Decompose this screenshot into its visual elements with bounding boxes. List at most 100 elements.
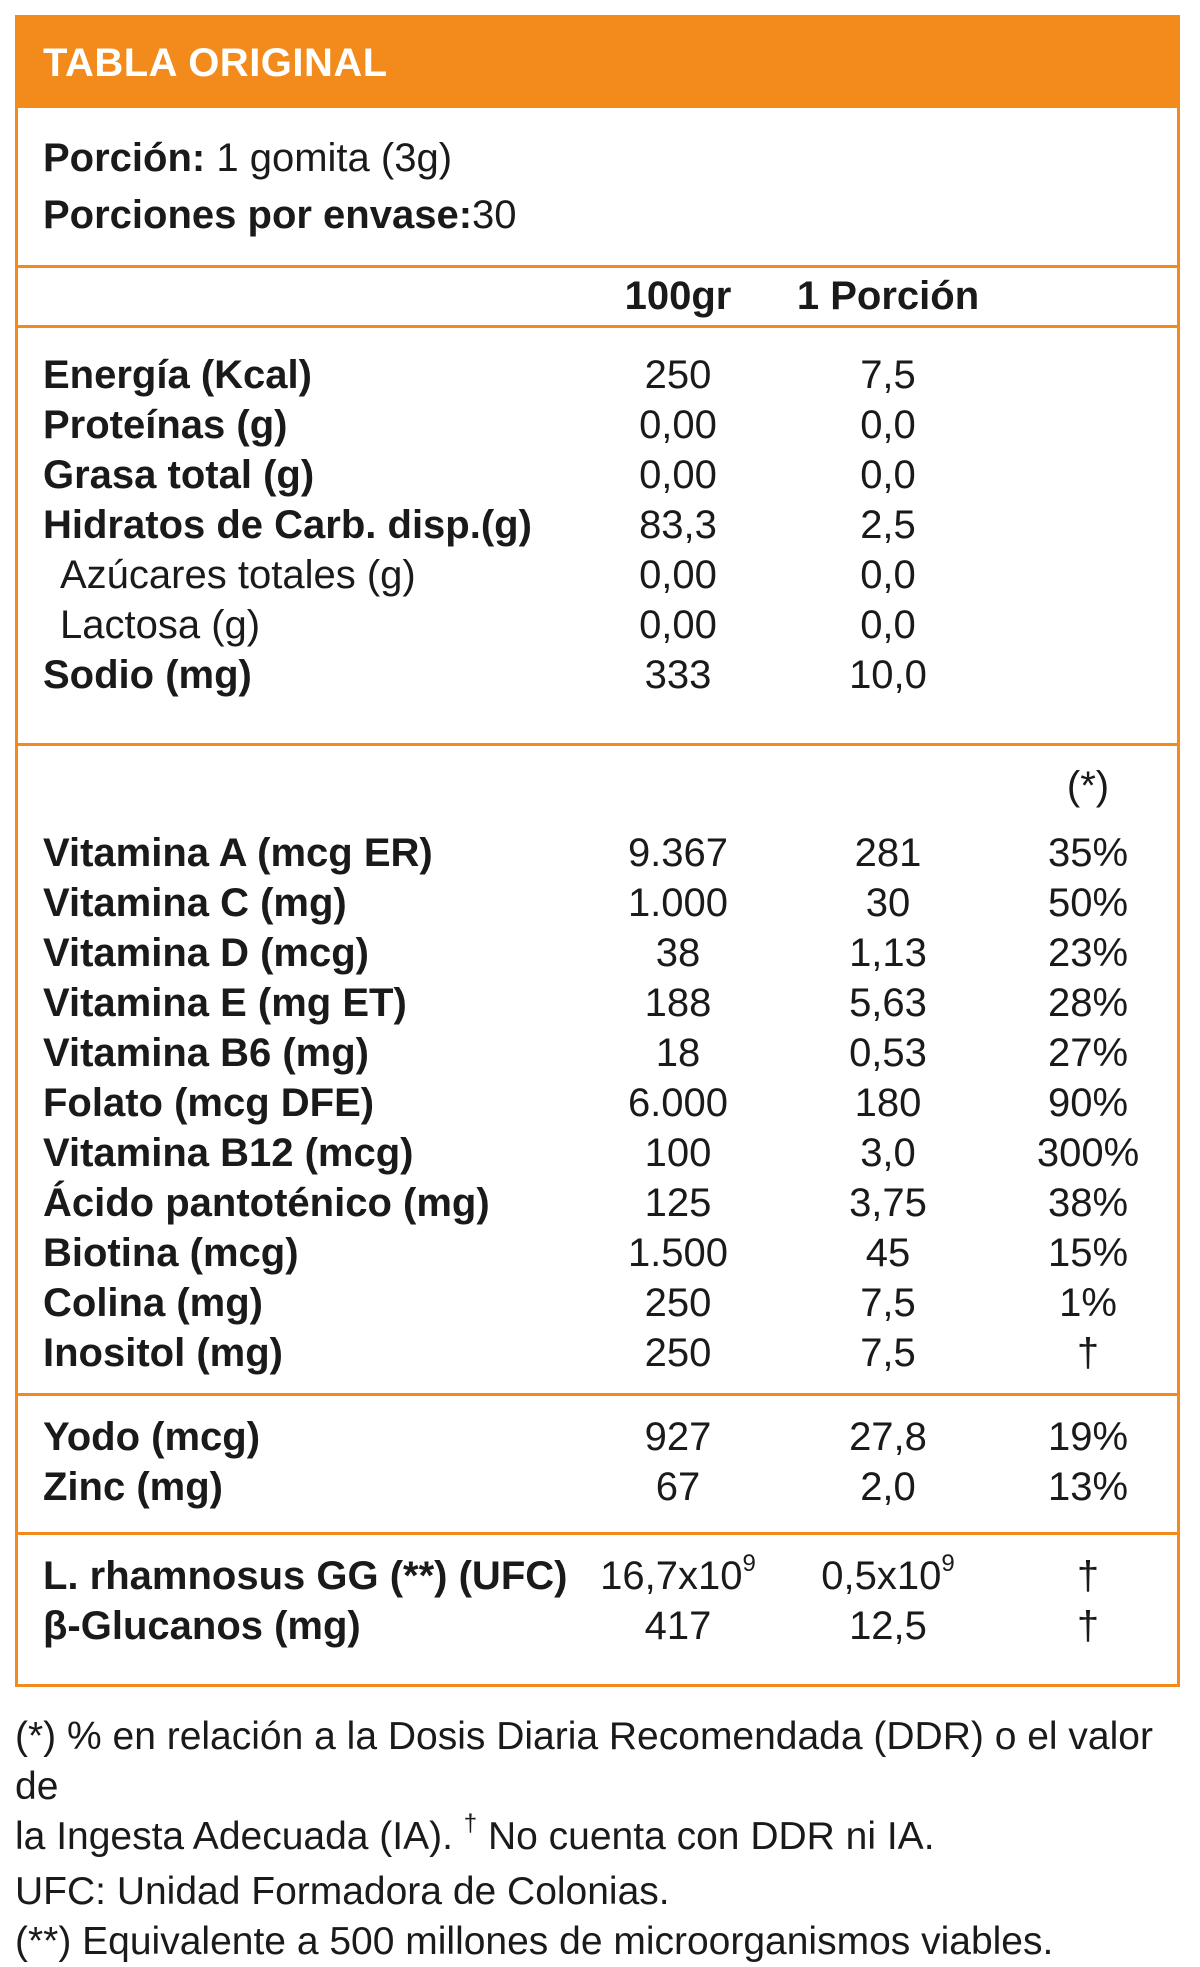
footnote-ddr-line2-text: la Ingesta Adecuada (IA). [15, 1815, 464, 1858]
value-portion: 1,13 [849, 931, 927, 975]
value-100gr: 333 [644, 653, 712, 697]
dagger-mark: † [463, 1810, 478, 1837]
value-portion: 2,0 [860, 1465, 916, 1509]
nutrient-name: Folato (mcg DFE) [43, 1081, 375, 1125]
column-header-100gr: 100gr [624, 274, 732, 318]
value-ddr: † [1076, 1331, 1100, 1375]
value-portion: 0,53 [849, 1031, 927, 1075]
value-100gr: 417 [644, 1604, 712, 1648]
per-pack-label: Porciones por envase: [43, 193, 473, 237]
nutrient-name: Zinc (mg) [43, 1465, 223, 1509]
value-100gr-base: 16,7x10 [600, 1554, 743, 1598]
footnote-ufc: UFC: Unidad Formadora de Colonias. [15, 1870, 670, 1913]
value-portion: 0,0 [860, 603, 916, 647]
value-100gr-exponent: 9 [742, 1549, 756, 1577]
nutrient-row: Inositol (mg) 250 7,5 † [18, 1328, 1177, 1378]
value-portion: 7,5 [860, 353, 916, 397]
value-ddr: 1% [1059, 1281, 1117, 1325]
nutrient-row: Yodo (mcg) 927 27,8 19% [18, 1412, 1177, 1462]
table-title: TABLA ORIGINAL [18, 18, 1177, 108]
vitamins-section: (*) Vitamina A (mcg ER) 9.367 281 35% Vitami… [18, 743, 1177, 1393]
nutrient-name: Azúcares totales (g) [60, 553, 416, 597]
value-ddr: 300% [1036, 1131, 1140, 1175]
nutrient-row: Vitamina D (mcg) 38 1,13 23% [18, 928, 1177, 978]
value-ddr: 38% [1047, 1181, 1129, 1225]
nutrient-row: Folato (mcg DFE) 6.000 180 90% [18, 1078, 1177, 1128]
macros-section: Energía (Kcal) 250 7,5 Proteínas (g) 0,00 0,0… [18, 325, 1177, 743]
nutrient-name: β-Glucanos (mg) [43, 1604, 361, 1648]
value-portion: 10,0 [849, 653, 927, 697]
value-ddr: † [1076, 1604, 1100, 1648]
value-100gr: 100 [644, 1131, 712, 1175]
value-portion: 27,8 [849, 1415, 927, 1459]
value-portion: 3,75 [849, 1181, 927, 1225]
nutrient-row: Vitamina C (mg) 1.000 30 50% [18, 878, 1177, 928]
nutrient-row: Vitamina B12 (mcg) 100 3,0 300% [18, 1128, 1177, 1178]
nutrient-name: Vitamina D (mcg) [43, 931, 369, 975]
value-portion: 7,5 [860, 1331, 916, 1375]
value-100gr: 125 [644, 1181, 712, 1225]
nutrient-row: Azúcares totales (g) 0,00 0,0 [18, 550, 1177, 600]
value-portion: 281 [854, 831, 922, 875]
ddr-mark: (*) [1066, 764, 1110, 808]
nutrient-row: Colina (mg) 250 7,5 1% [18, 1278, 1177, 1328]
value-ddr: 90% [1047, 1081, 1129, 1125]
value-ddr: † [1076, 1554, 1100, 1598]
footnote-ddr-line2: la Ingesta Adecuada (IA). † No cuenta co… [15, 1812, 1190, 1862]
nutrient-name: Proteínas (g) [43, 403, 288, 447]
nutrient-name: Vitamina C (mg) [43, 881, 347, 925]
value-portion: 180 [854, 1081, 922, 1125]
nutrient-name: Ácido pantoténico (mg) [43, 1181, 490, 1225]
serving-info: Porción: 1 gomita (3g) Porciones por env… [18, 108, 1177, 265]
footnote-probiotic: (**) Equivalente a 500 millones de micro… [15, 1920, 1054, 1963]
nutrient-row: L. rhamnosus GG (**) (UFC) 16,7x109 0,5x10… [18, 1551, 1177, 1601]
value-100gr: 0,00 [639, 453, 717, 497]
value-100gr: 1.000 [627, 881, 729, 925]
nutrient-name: Energía (Kcal) [43, 353, 312, 397]
nutrient-row: Energía (Kcal) 250 7,5 [18, 350, 1177, 400]
value-portion: 2,5 [860, 503, 916, 547]
nutrient-row: Vitamina B6 (mg) 18 0,53 27% [18, 1028, 1177, 1078]
nutrition-table: TABLA ORIGINAL Porción: 1 gomita (3g) Po… [15, 15, 1180, 1687]
value-portion: 0,0 [860, 453, 916, 497]
nutrient-name: Yodo (mcg) [43, 1415, 261, 1459]
nutrient-name: Vitamina B12 (mcg) [43, 1131, 414, 1175]
value-portion: 12,5 [849, 1604, 927, 1648]
nutrient-name: Colina (mg) [43, 1281, 263, 1325]
nutrient-name: Lactosa (g) [60, 603, 261, 647]
nutrient-name: Inositol (mg) [43, 1331, 283, 1375]
value-100gr: 250 [644, 1331, 712, 1375]
value-portion: 45 [865, 1231, 911, 1275]
value-ddr: 19% [1047, 1415, 1129, 1459]
portion-line: Porción: 1 gomita (3g) [43, 130, 1177, 187]
value-100gr: 0,00 [639, 603, 717, 647]
value-100gr: 18 [655, 1031, 701, 1075]
nutrient-name: Vitamina B6 (mg) [43, 1031, 369, 1075]
value-100gr: 6.000 [627, 1081, 729, 1125]
value-100gr: 38 [655, 931, 701, 975]
nutrient-row: Proteínas (g) 0,00 0,0 [18, 400, 1177, 450]
value-100gr: 927 [644, 1415, 712, 1459]
value-100gr: 9.367 [627, 831, 729, 875]
nutrient-row: β-Glucanos (mg) 417 12,5 † [18, 1601, 1177, 1651]
value-ddr: 35% [1047, 831, 1129, 875]
column-headers: 100gr 1 Porción [18, 265, 1177, 325]
nutrient-row: Sodio (mg) 333 10,0 [18, 650, 1177, 700]
nutrient-row: Ácido pantoténico (mg) 125 3,75 38% [18, 1178, 1177, 1228]
nutrient-name: L. rhamnosus GG (**) (UFC) [43, 1554, 568, 1598]
value-100gr: 67 [655, 1465, 701, 1509]
nutrient-row: Vitamina E (mg ET) 188 5,63 28% [18, 978, 1177, 1028]
value-100gr: 1.500 [627, 1231, 729, 1275]
value-portion-exponent: 9 [941, 1549, 955, 1577]
value-100gr: 250 [644, 353, 712, 397]
value-ddr: 13% [1047, 1465, 1129, 1509]
others-section: L. rhamnosus GG (**) (UFC) 16,7x109 0,5x10… [18, 1532, 1177, 1662]
value-portion: 7,5 [860, 1281, 916, 1325]
value-portion: 30 [865, 881, 911, 925]
column-header-portion: 1 Porción [796, 274, 980, 318]
nutrient-row: Vitamina A (mcg ER) 9.367 281 35% [18, 828, 1177, 878]
value-ddr: 15% [1047, 1231, 1129, 1275]
portion-value: 1 gomita (3g) [216, 136, 453, 180]
value-portion: 0,5x109 [788, 1551, 988, 1601]
nutrient-name: Vitamina E (mg ET) [43, 981, 407, 1025]
